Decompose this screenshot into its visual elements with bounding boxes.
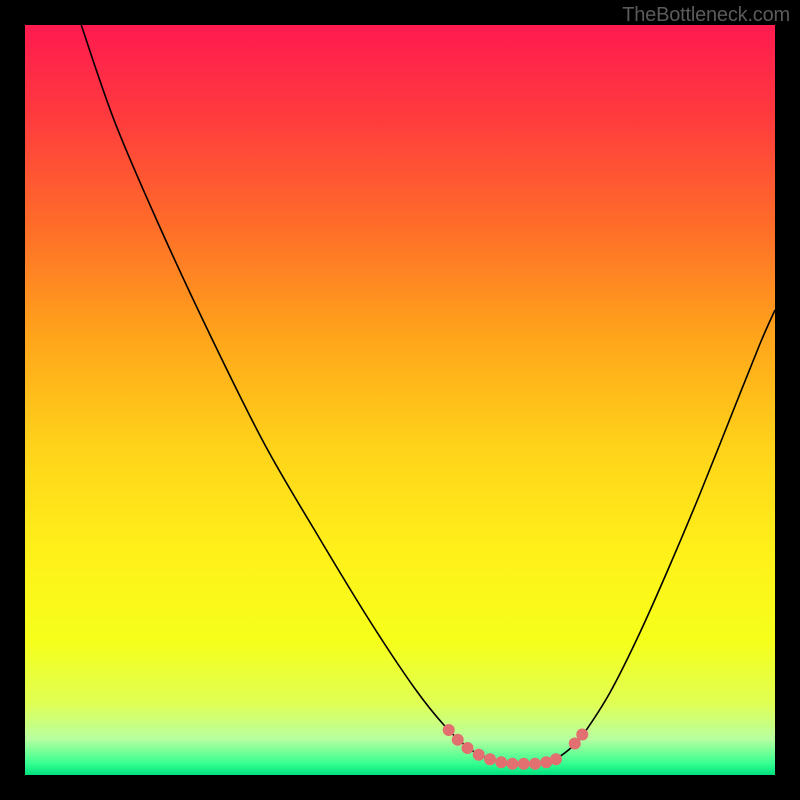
watermark-text: TheBottleneck.com (622, 4, 790, 27)
chart-container: TheBottleneck.com (0, 0, 800, 800)
marker-dot (529, 758, 541, 770)
marker-dot (462, 742, 474, 754)
marker-dot (452, 734, 464, 746)
marker-dot (484, 753, 496, 765)
marker-dot (518, 758, 530, 770)
marker-dot (443, 724, 455, 736)
marker-dot (507, 758, 519, 770)
marker-dot (550, 753, 562, 765)
marker-dot (576, 729, 588, 741)
plot-background (25, 25, 775, 775)
marker-dot (473, 749, 485, 761)
marker-dot (495, 756, 507, 768)
bottleneck-chart (0, 0, 800, 800)
